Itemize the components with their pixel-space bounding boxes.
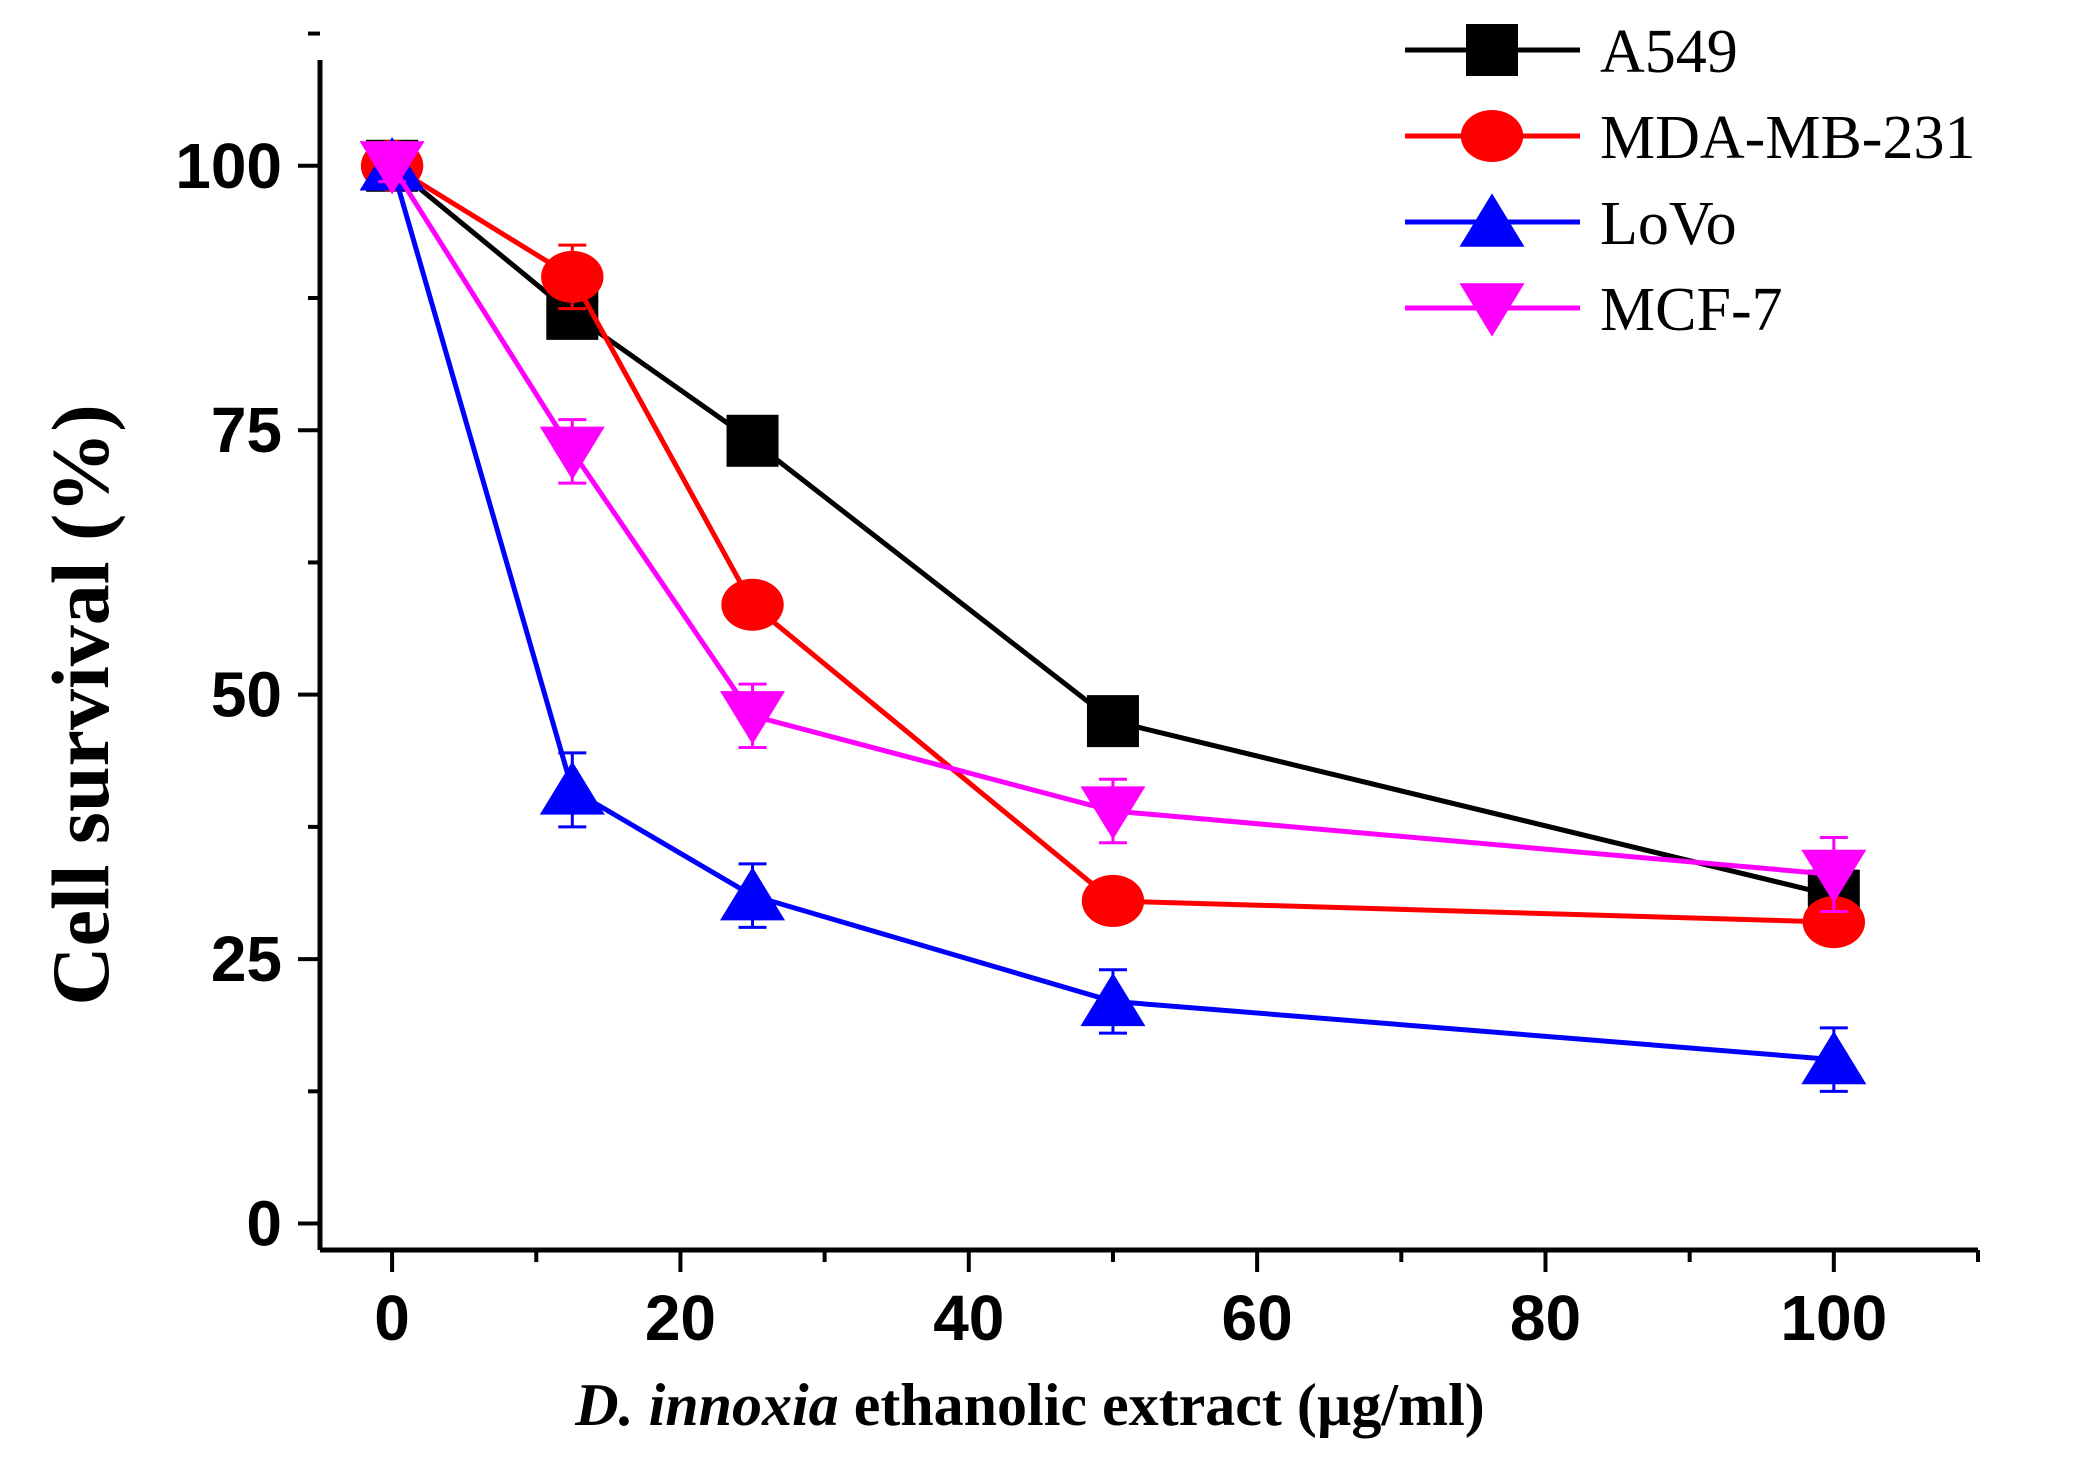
legend-marker bbox=[1460, 110, 1524, 162]
axes: 0 25 50 75 100 0 20 40 60 80 100 bbox=[175, 31, 1980, 1354]
legend-label: MDA-MB-231 bbox=[1600, 104, 1975, 172]
legend-label: A549 bbox=[1600, 18, 1738, 86]
y-tick-label: 0 bbox=[246, 1188, 282, 1260]
data-point bbox=[1801, 1031, 1867, 1085]
data-point bbox=[720, 867, 786, 921]
y-axis-title: Cell survival (%) bbox=[35, 404, 126, 1005]
x-tick-label: 80 bbox=[1510, 1282, 1581, 1354]
y-tick-label: 100 bbox=[175, 130, 282, 202]
legend-item-mda-mb-231: MDA-MB-231 bbox=[1405, 104, 1975, 172]
x-tick-label: 0 bbox=[374, 1282, 410, 1354]
x-tick-label: 20 bbox=[645, 1282, 716, 1354]
data-point bbox=[726, 414, 779, 467]
legend-label: LoVo bbox=[1600, 190, 1737, 258]
legend-marker bbox=[1466, 24, 1518, 76]
data-point bbox=[1086, 695, 1139, 748]
series-layer bbox=[359, 137, 1867, 1093]
data-point bbox=[721, 578, 784, 631]
legend-label: MCF-7 bbox=[1600, 276, 1783, 344]
data-point bbox=[539, 761, 605, 815]
data-point bbox=[1080, 786, 1146, 840]
legend: A549 MDA-MB-231 LoVo MCF-7 bbox=[1405, 18, 1975, 344]
data-point bbox=[539, 426, 605, 480]
data-point bbox=[541, 250, 604, 303]
x-axis-title: D. innoxia ethanolic extract (µg/ml) bbox=[574, 1372, 1484, 1438]
series-line-mcf-7 bbox=[389, 164, 1835, 877]
y-tick-label: 75 bbox=[211, 394, 282, 466]
series-mcf-7 bbox=[359, 141, 1867, 914]
x-tick-label: 40 bbox=[933, 1282, 1004, 1354]
x-tick-label: 100 bbox=[1780, 1282, 1887, 1354]
legend-marker bbox=[1459, 193, 1525, 247]
legend-item-mcf-7: MCF-7 bbox=[1405, 276, 1783, 344]
series-lovo bbox=[359, 137, 1867, 1093]
y-tick-label: 25 bbox=[211, 923, 282, 995]
x-tick-label: 60 bbox=[1222, 1282, 1293, 1354]
legend-item-lovo: LoVo bbox=[1405, 190, 1737, 258]
data-point bbox=[1802, 896, 1866, 949]
data-point bbox=[1080, 972, 1146, 1027]
data-point bbox=[359, 141, 425, 195]
legend-marker bbox=[1459, 283, 1525, 337]
data-point bbox=[720, 691, 786, 745]
data-point bbox=[1801, 849, 1867, 904]
y-tick-label: 50 bbox=[211, 659, 282, 731]
legend-item-a549: A549 bbox=[1405, 18, 1738, 86]
data-point bbox=[1081, 874, 1145, 927]
